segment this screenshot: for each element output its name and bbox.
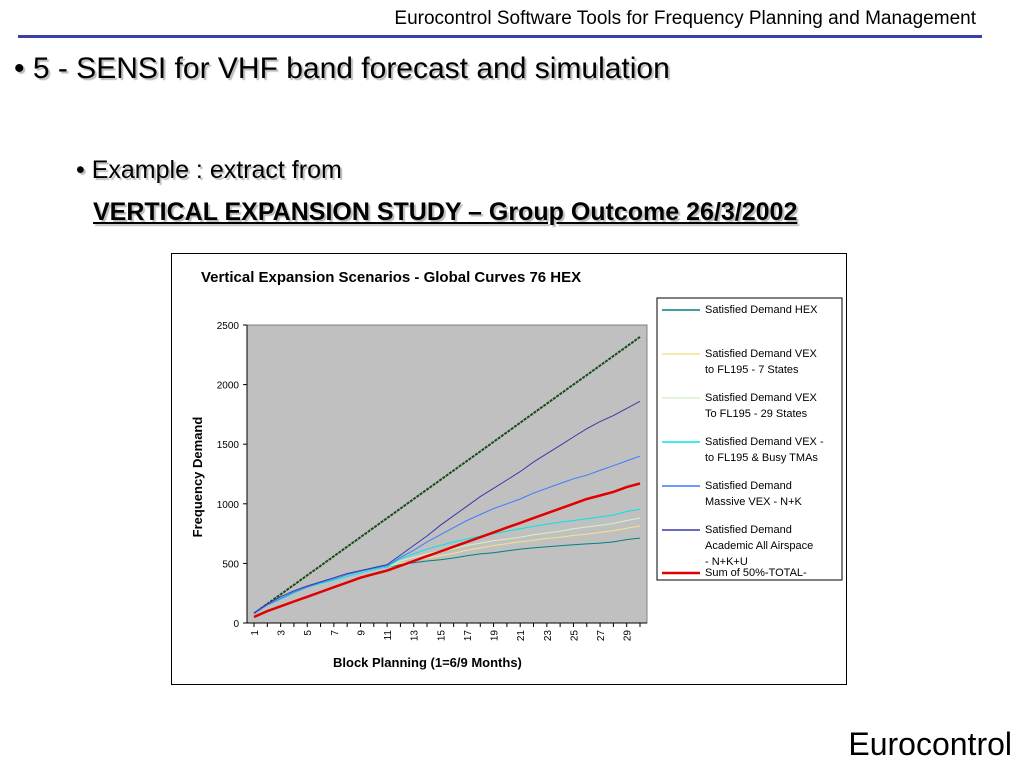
x-tick-label: 23 bbox=[543, 630, 554, 642]
legend-label: Sum of 50%-TOTAL- bbox=[705, 567, 807, 579]
slide-heading: • 5 - SENSI for VHF band forecast and si… bbox=[14, 52, 670, 85]
x-tick-label: 5 bbox=[303, 630, 314, 636]
series-line-6 bbox=[253, 400, 641, 614]
x-tick-label: 27 bbox=[596, 630, 607, 642]
chart-title: Vertical Expansion Scenarios - Global Cu… bbox=[201, 269, 581, 286]
legend-label: Satisfied Demand Academic All Airspace - N… bbox=[705, 524, 813, 568]
x-tick-label: 17 bbox=[463, 630, 474, 642]
series-line-4 bbox=[253, 508, 641, 614]
x-tick-label: 13 bbox=[410, 630, 421, 642]
legend-label: Satisfied Demand HEX bbox=[705, 304, 818, 316]
x-tick-label: 3 bbox=[277, 630, 288, 636]
y-tick-label: 1500 bbox=[217, 440, 240, 451]
y-tick-label: 0 bbox=[233, 619, 239, 630]
legend-label: Satisfied Demand VEX To FL195 - 29 States bbox=[705, 392, 818, 420]
y-tick-label: 1000 bbox=[217, 500, 240, 511]
series-line-dark-green bbox=[253, 336, 641, 615]
x-tick-label: 7 bbox=[330, 630, 341, 636]
x-tick-label: 29 bbox=[623, 630, 634, 642]
series-line-7 bbox=[253, 482, 641, 619]
x-tick-label: 25 bbox=[569, 630, 580, 642]
bullet-mark: • bbox=[76, 156, 85, 184]
line-chart: Vertical Expansion Scenarios - Global Cu… bbox=[190, 269, 843, 670]
x-tick-label: 11 bbox=[383, 630, 394, 641]
y-tick-label: 2000 bbox=[217, 381, 240, 392]
series-line-5 bbox=[253, 455, 641, 614]
header-divider bbox=[18, 35, 982, 38]
legend-label: Satisfied Demand Massive VEX - N+K bbox=[705, 480, 803, 508]
y-tick-label: 2500 bbox=[217, 321, 240, 332]
x-tick-label: 19 bbox=[490, 630, 501, 642]
x-tick-label: 21 bbox=[516, 630, 527, 642]
subbullet-text: Example : extract from bbox=[91, 156, 342, 184]
header-title: Eurocontrol Software Tools for Frequency… bbox=[394, 8, 976, 29]
y-axis-title: Frequency Demand bbox=[190, 417, 205, 538]
slide-subbullet: • Example : extract from bbox=[76, 156, 342, 185]
legend-label: Satisfied Demand VEX to FL195 - 7 States bbox=[705, 348, 818, 376]
study-title: VERTICAL EXPANSION STUDY – Group Outcome… bbox=[93, 198, 798, 226]
legend-box bbox=[656, 297, 843, 581]
y-tick-label: 500 bbox=[222, 559, 239, 570]
x-axis-title: Block Planning (1=6/9 Months) bbox=[333, 655, 522, 670]
footer-brand: Eurocontrol bbox=[848, 726, 1012, 762]
chart-frame: Vertical Expansion Scenarios - Global Cu… bbox=[171, 253, 847, 685]
x-tick-label: 15 bbox=[436, 630, 447, 642]
x-tick-label: 9 bbox=[356, 630, 367, 636]
x-tick-label: 1 bbox=[250, 630, 261, 636]
legend-label: Satisfied Demand VEX -to FL195 & Busy TM… bbox=[705, 436, 824, 464]
